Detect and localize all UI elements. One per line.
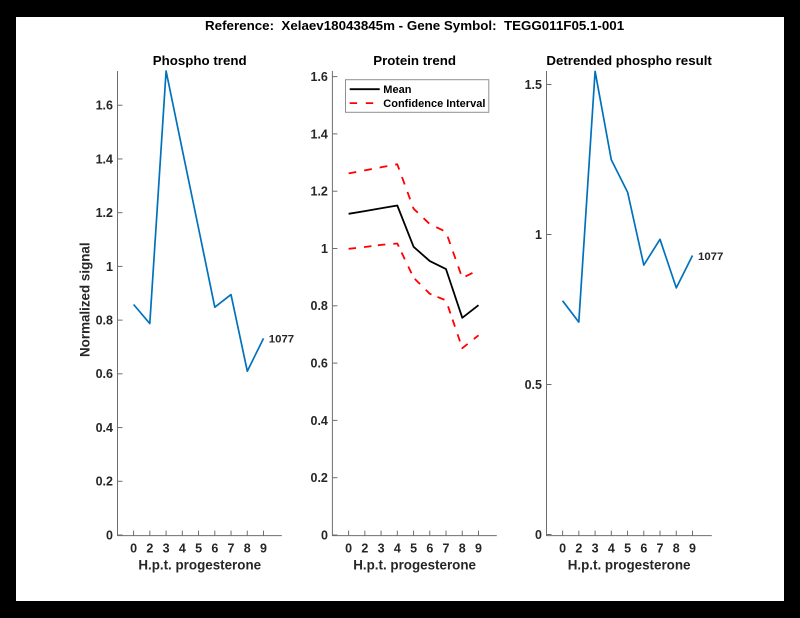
svg-text:0: 0 bbox=[130, 542, 137, 556]
svg-text:0.6: 0.6 bbox=[311, 357, 328, 371]
svg-text:3: 3 bbox=[592, 542, 599, 556]
svg-text:1077: 1077 bbox=[698, 251, 723, 263]
svg-text:6: 6 bbox=[211, 542, 218, 556]
svg-text:Normalized signal: Normalized signal bbox=[78, 242, 93, 357]
svg-text:Protein trend: Protein trend bbox=[373, 53, 456, 68]
svg-text:3: 3 bbox=[378, 542, 385, 556]
svg-text:1: 1 bbox=[106, 260, 113, 274]
svg-text:0.2: 0.2 bbox=[96, 475, 113, 489]
svg-text:1.4: 1.4 bbox=[96, 152, 113, 166]
svg-text:4: 4 bbox=[394, 542, 401, 556]
svg-text:6: 6 bbox=[640, 542, 647, 556]
svg-text:0.4: 0.4 bbox=[96, 421, 113, 435]
svg-text:1.2: 1.2 bbox=[311, 185, 328, 199]
svg-text:0.8: 0.8 bbox=[311, 299, 328, 313]
svg-text:Mean: Mean bbox=[383, 84, 411, 96]
svg-text:7: 7 bbox=[443, 542, 450, 556]
svg-text:0.2: 0.2 bbox=[311, 471, 328, 485]
svg-text:7: 7 bbox=[657, 542, 664, 556]
svg-text:0.8: 0.8 bbox=[96, 314, 113, 328]
svg-text:Reference: Xelaev18043845m -: Reference: Xelaev18043845m - Gene Symbol… bbox=[205, 18, 625, 33]
svg-text:9: 9 bbox=[475, 542, 482, 556]
svg-text:8: 8 bbox=[673, 542, 680, 556]
svg-text:1: 1 bbox=[535, 228, 542, 242]
svg-text:1.6: 1.6 bbox=[96, 99, 113, 113]
svg-text:0: 0 bbox=[321, 528, 328, 542]
svg-text:1.2: 1.2 bbox=[96, 206, 113, 220]
svg-text:1.6: 1.6 bbox=[311, 70, 328, 84]
svg-text:3: 3 bbox=[163, 542, 170, 556]
svg-text:1.5: 1.5 bbox=[525, 78, 542, 92]
svg-text:7: 7 bbox=[228, 542, 235, 556]
svg-text:2: 2 bbox=[575, 542, 582, 556]
svg-text:0.5: 0.5 bbox=[525, 378, 542, 392]
svg-text:0: 0 bbox=[345, 542, 352, 556]
svg-text:0: 0 bbox=[559, 542, 566, 556]
svg-text:0.6: 0.6 bbox=[96, 367, 113, 381]
svg-text:1: 1 bbox=[321, 242, 328, 256]
svg-text:Phospho trend: Phospho trend bbox=[153, 53, 247, 68]
svg-text:9: 9 bbox=[260, 542, 267, 556]
svg-text:Confidence Interval: Confidence Interval bbox=[383, 98, 485, 110]
svg-text:4: 4 bbox=[608, 542, 615, 556]
svg-text:0: 0 bbox=[535, 528, 542, 542]
svg-text:6: 6 bbox=[426, 542, 433, 556]
svg-text:H.p.t. progesterone: H.p.t. progesterone bbox=[138, 558, 261, 573]
svg-text:0.4: 0.4 bbox=[311, 414, 328, 428]
svg-text:5: 5 bbox=[624, 542, 631, 556]
svg-text:1077: 1077 bbox=[269, 334, 294, 346]
svg-text:9: 9 bbox=[689, 542, 696, 556]
svg-text:4: 4 bbox=[179, 542, 186, 556]
svg-text:H.p.t. progesterone: H.p.t. progesterone bbox=[353, 558, 476, 573]
svg-text:5: 5 bbox=[195, 542, 202, 556]
svg-text:5: 5 bbox=[410, 542, 417, 556]
svg-text:2: 2 bbox=[361, 542, 368, 556]
svg-text:H.p.t. progesterone: H.p.t. progesterone bbox=[568, 558, 691, 573]
svg-text:2: 2 bbox=[146, 542, 153, 556]
svg-text:8: 8 bbox=[244, 542, 251, 556]
svg-text:8: 8 bbox=[459, 542, 466, 556]
svg-text:0: 0 bbox=[106, 528, 113, 542]
svg-text:Detrended phospho result: Detrended phospho result bbox=[546, 53, 712, 68]
svg-text:1.4: 1.4 bbox=[311, 127, 328, 141]
